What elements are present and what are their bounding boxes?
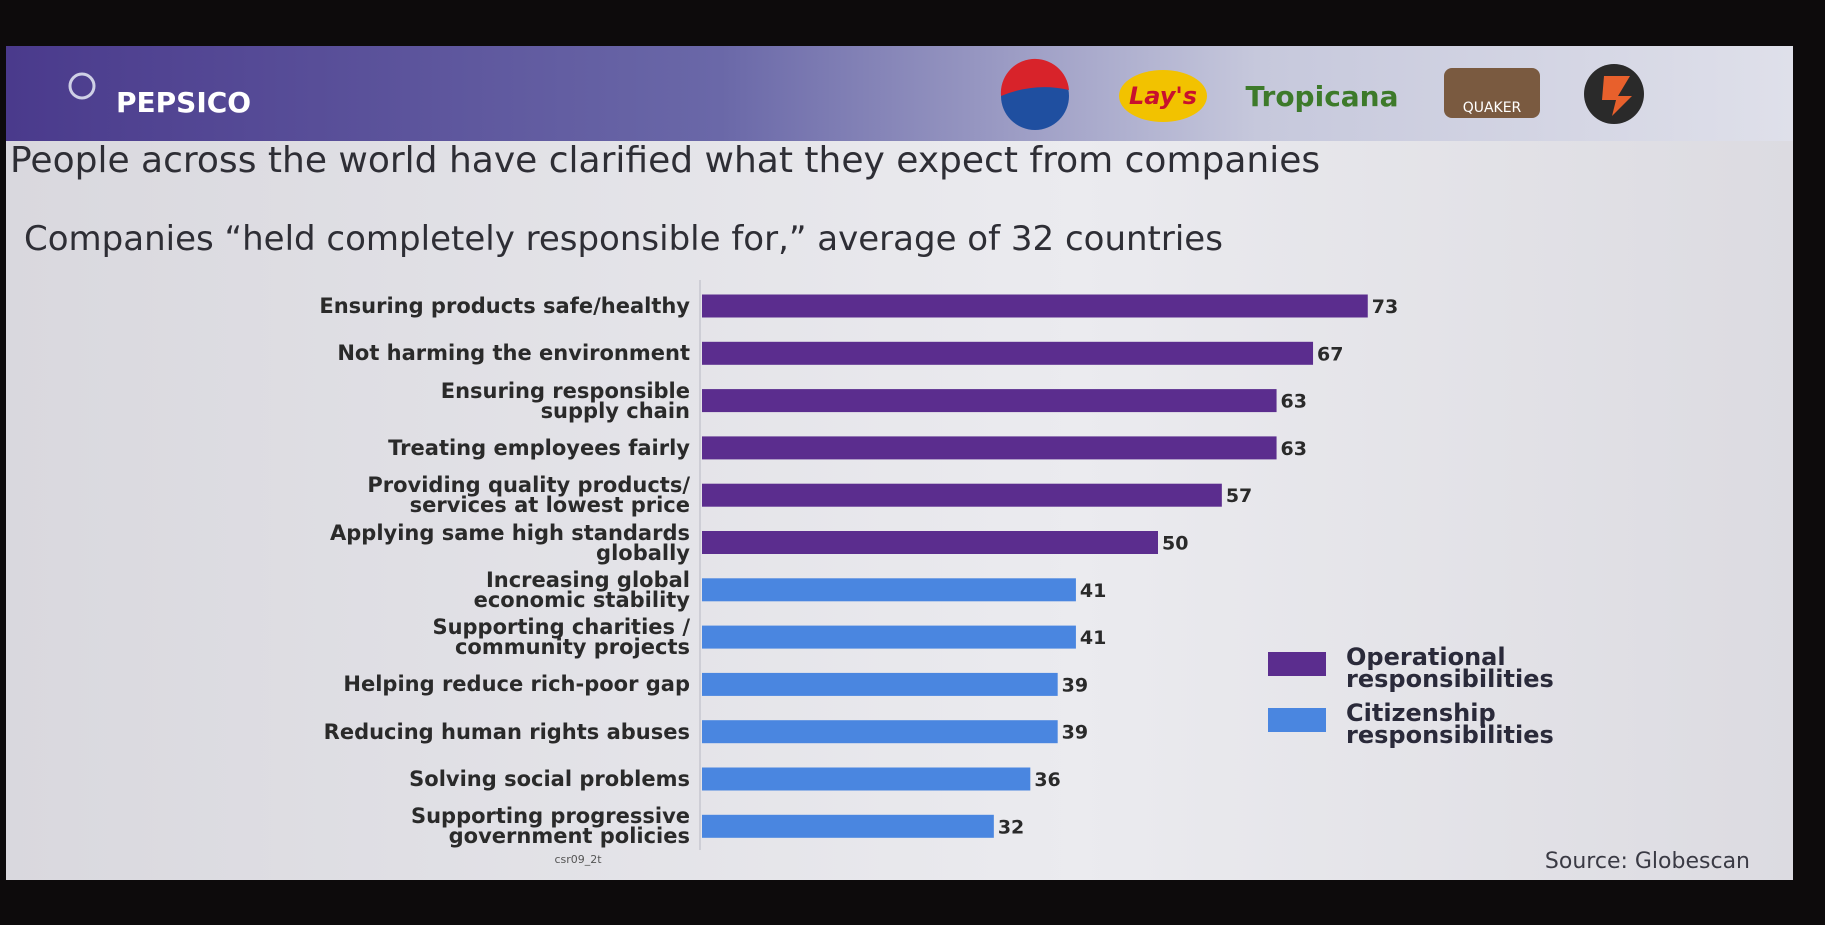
chart-title: People across the world have clarified w… [10,140,1320,181]
value-label: 39 [1062,674,1088,696]
lays-text: Lay's [1129,82,1197,110]
value-label: 57 [1226,485,1252,507]
footnote: csr09_2t [554,853,602,866]
category-label: Helping reduce rich-poor gap [130,674,690,694]
value-label: 63 [1281,391,1307,413]
quaker-text: QUAKER [1463,100,1522,116]
value-label: 39 [1062,722,1088,744]
bar [702,484,1222,507]
category-label: Solving social problems [130,769,690,789]
category-label: Ensuring products safe/healthy [130,296,690,316]
legend-swatch [1268,652,1326,676]
bar [702,295,1368,318]
bar [702,531,1158,554]
bar [702,389,1277,412]
value-label: 63 [1281,438,1307,460]
page: PEPSICO Lay's Tropicana QUAKER People ac… [0,0,1825,925]
bar [702,626,1076,649]
value-label: 32 [998,816,1024,838]
category-label: Treating employees fairly [130,438,690,458]
bar [702,673,1058,696]
tropicana-text: Tropicana [1245,80,1398,113]
bar [702,436,1277,459]
value-label: 41 [1080,627,1106,649]
category-label: Reducing human rights abuses [130,722,690,742]
bar [702,720,1058,743]
category-label: Providing quality products/ services at … [130,475,690,515]
brand: PEPSICO [116,86,251,119]
bar [702,815,994,838]
value-label: 36 [1034,769,1060,791]
value-label: 41 [1080,580,1106,602]
legend-label: Citizenship responsibilities [1346,702,1554,746]
category-label: Supporting charities / community project… [130,617,690,657]
chart-subtitle: Companies “held completely responsible f… [24,219,1223,259]
value-label: 50 [1162,533,1188,555]
value-label: 73 [1372,296,1398,318]
bar [702,342,1313,365]
category-label: Ensuring responsible supply chain [130,381,690,421]
category-label: Supporting progressive government polici… [130,806,690,846]
brand-globe [70,74,94,98]
legend-label: Operational responsibilities [1346,646,1554,690]
legend-swatch [1268,708,1326,732]
source: Source: Globescan [1545,849,1750,874]
bar [702,768,1030,791]
bar [702,578,1076,601]
category-label: Not harming the environment [130,343,690,363]
value-label: 67 [1317,343,1343,365]
category-label: Increasing global economic stability [130,570,690,610]
category-label: Applying same high standards globally [130,523,690,563]
